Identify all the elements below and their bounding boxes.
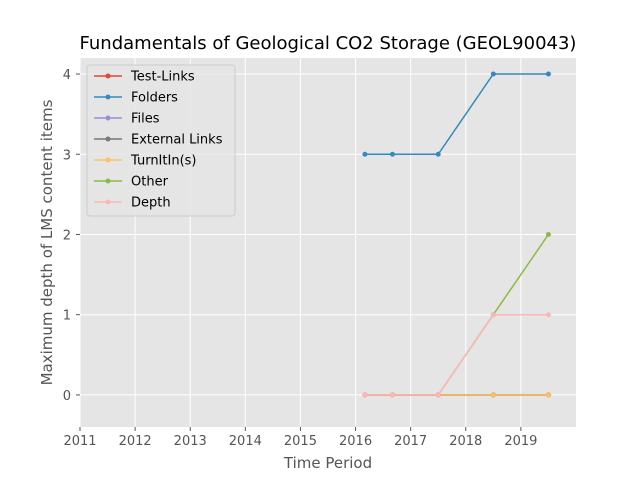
legend-swatch-marker	[105, 136, 111, 142]
legend-label: TurnItIn(s)	[130, 154, 196, 169]
axis-ticks: 2011 2012 2013 2014 2015 2016 2017 2018 2019 0 1 2 3…	[63, 68, 538, 449]
data-point-depth	[490, 312, 496, 318]
legend-item: Other	[94, 175, 169, 190]
legend-label: Other	[131, 175, 169, 190]
data-point-depth	[545, 312, 551, 318]
y-tick-label: 1	[63, 309, 71, 324]
series-folders	[362, 71, 551, 157]
x-tick-label: 2016	[339, 434, 372, 449]
data-point-folders	[435, 151, 441, 157]
data-point-depth	[362, 392, 368, 398]
x-tick-label: 2012	[119, 434, 152, 449]
legend-label: Test-Links	[130, 70, 195, 85]
data-point-turnitin-s	[490, 392, 496, 398]
series-depth	[362, 312, 551, 398]
legend-item: TurnItIn(s)	[94, 154, 196, 169]
legend-swatch-marker	[105, 73, 111, 79]
legend-swatch-marker	[105, 178, 111, 184]
legend-item: Folders	[94, 91, 178, 106]
legend-label: Files	[131, 112, 160, 127]
data-point-other	[545, 231, 551, 237]
legend-label: Folders	[131, 91, 178, 106]
data-point-depth	[389, 392, 395, 398]
x-tick-label: 2011	[63, 434, 96, 449]
series-group	[362, 71, 551, 398]
legend: Test-Links Folders Files External Links Turn…	[86, 64, 236, 217]
legend-label: External Links	[131, 133, 223, 148]
x-tick-label: 2017	[394, 434, 427, 449]
x-axis-label: Time Period	[283, 454, 372, 472]
legend-swatch-marker	[105, 157, 111, 163]
x-tick-label: 2015	[284, 434, 317, 449]
chart-title: Fundamentals of Geological CO2 Storage (…	[80, 33, 577, 54]
y-tick-label: 3	[63, 148, 71, 163]
data-point-folders	[545, 71, 551, 77]
x-tick-label: 2018	[449, 434, 482, 449]
y-tick-label: 4	[63, 68, 71, 83]
legend-item: Files	[94, 112, 160, 127]
legend-item: Depth	[94, 196, 171, 211]
data-point-folders	[389, 151, 395, 157]
legend-swatch-marker	[105, 115, 111, 121]
y-tick-label: 2	[63, 228, 71, 243]
legend-swatch-marker	[105, 94, 111, 100]
y-tick-label: 0	[63, 389, 71, 404]
data-point-folders	[490, 71, 496, 77]
x-tick-label: 2014	[229, 434, 262, 449]
x-tick-label: 2019	[504, 434, 537, 449]
data-point-depth	[435, 392, 441, 398]
legend-box	[86, 64, 236, 217]
legend-item: External Links	[94, 133, 223, 148]
y-axis-label: Maximum depth of LMS content items	[38, 99, 56, 385]
data-point-turnitin-s	[545, 392, 551, 398]
legend-label: Depth	[131, 196, 171, 211]
legend-swatch-marker	[105, 199, 111, 205]
legend-item: Test-Links	[94, 70, 195, 85]
data-point-folders	[362, 151, 368, 157]
x-tick-label: 2013	[174, 434, 207, 449]
